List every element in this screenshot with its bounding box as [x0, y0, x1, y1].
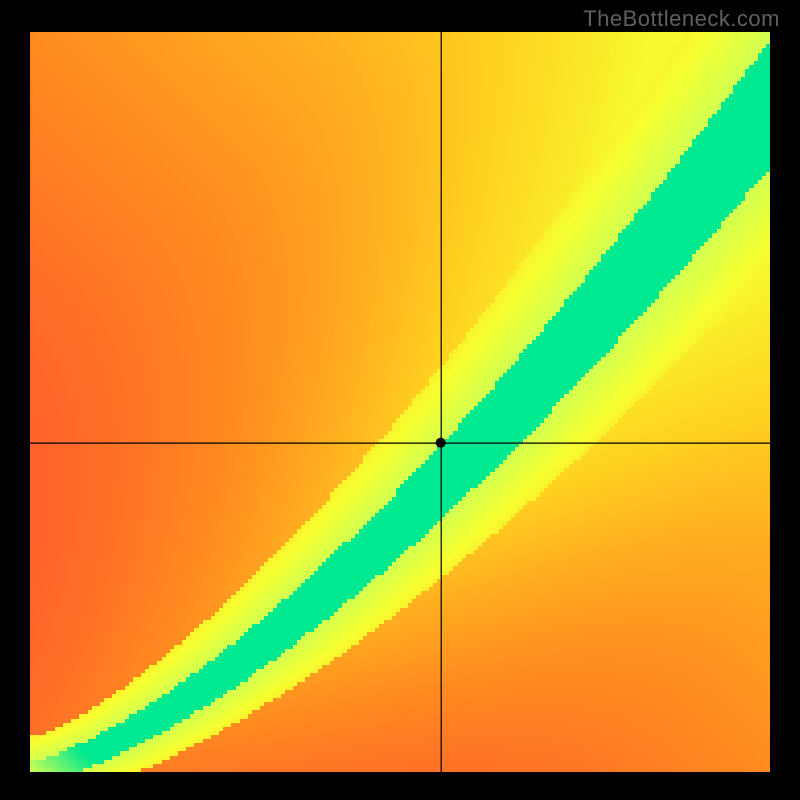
chart-container: TheBottleneck.com — [0, 0, 800, 800]
heatmap-canvas — [30, 32, 770, 772]
watermark-text: TheBottleneck.com — [583, 6, 780, 32]
heatmap-plot-area — [30, 32, 770, 772]
